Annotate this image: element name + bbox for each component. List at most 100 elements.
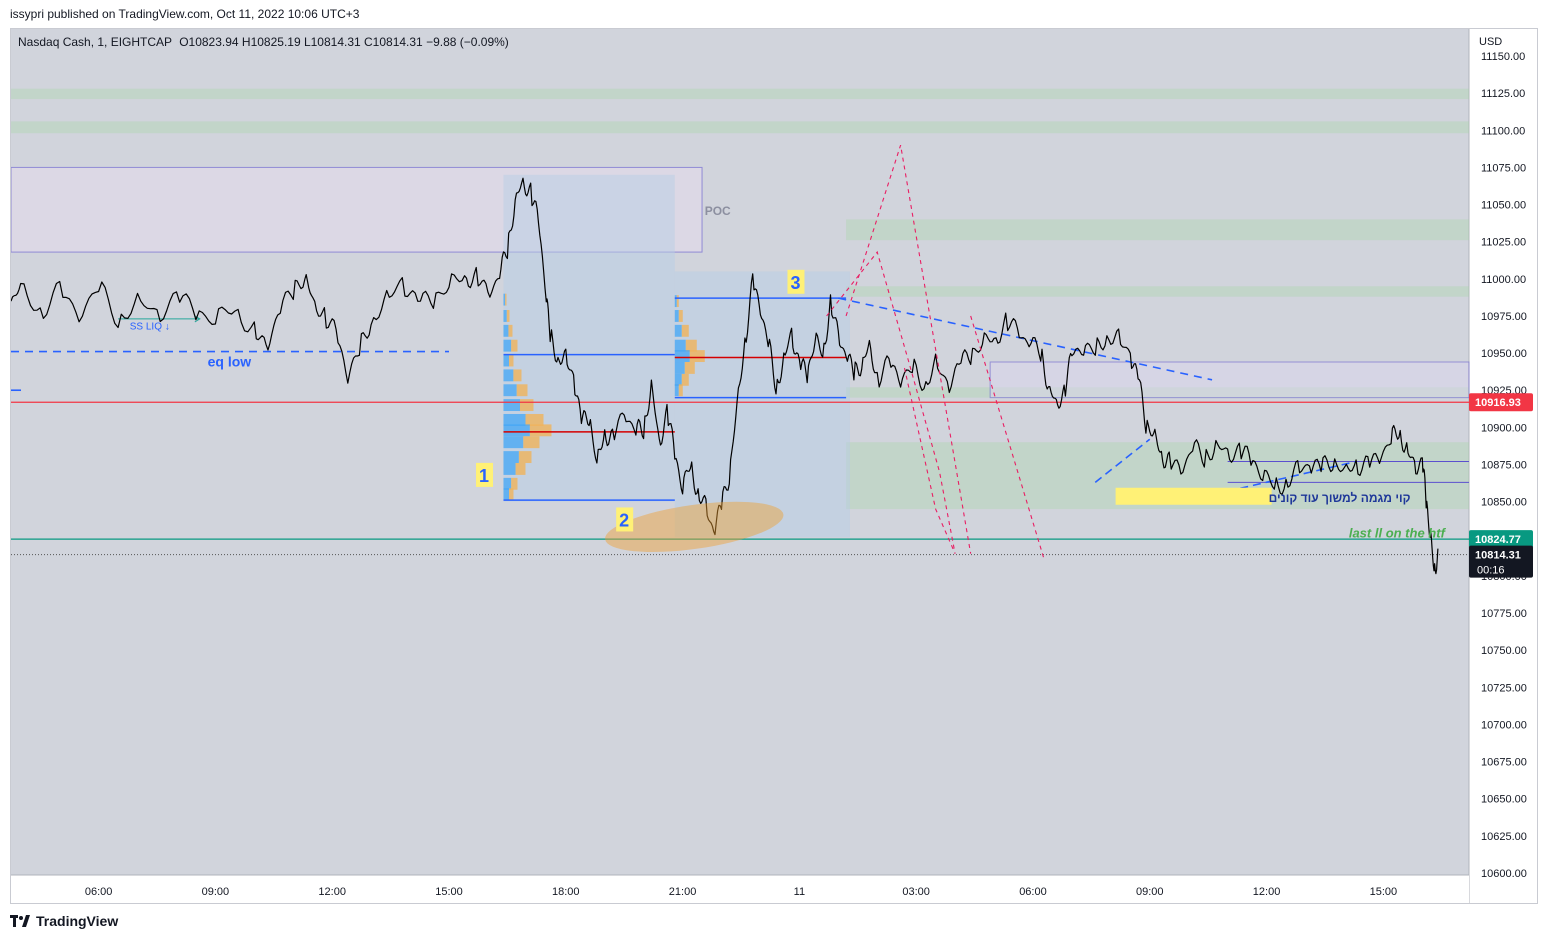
volume-profile-bar xyxy=(674,350,690,363)
poc-label: POC xyxy=(705,204,731,218)
marker-2-label: 2 xyxy=(619,510,629,530)
sweep-highlight xyxy=(605,501,784,553)
volume-profile-bar xyxy=(503,384,517,397)
tradingview-logo-icon xyxy=(10,915,30,927)
volume-profile-bar xyxy=(674,339,686,352)
y-tick-label: 10725.00 xyxy=(1481,682,1527,694)
y-tick-label: 10775.00 xyxy=(1481,608,1527,620)
volume-profile-bar xyxy=(674,324,682,337)
y-tick-label: 10850.00 xyxy=(1481,497,1527,509)
key-level-tag-label: 10916.93 xyxy=(1475,397,1521,409)
y-tick-label: 11125.00 xyxy=(1481,88,1525,100)
chart-frame[interactable]: POC eq low SS LIQ ↓ last ll on the htf קוי מ… xyxy=(10,28,1538,904)
volume-profile-bar xyxy=(518,451,532,464)
y-tick-label: 10875.00 xyxy=(1481,460,1527,472)
volume-profile-bar xyxy=(676,295,679,308)
descending-trendline xyxy=(838,297,1213,381)
volume-profile-bar xyxy=(674,310,679,322)
marker-3-background xyxy=(787,269,805,294)
volume-profile-bar xyxy=(689,350,705,363)
price-chart[interactable]: POC eq low SS LIQ ↓ last ll on the htf קוי מ… xyxy=(11,29,1538,904)
top-bar: issypri published on TradingView.com, Oc… xyxy=(0,0,1548,28)
y-tick-label: 11050.00 xyxy=(1481,200,1526,212)
volume-profile-bar xyxy=(519,399,534,412)
liquidity-zone xyxy=(846,286,1469,297)
y-tick-label: 11025.00 xyxy=(1481,237,1526,249)
volume-profile-bar xyxy=(508,488,514,501)
x-tick-label: 15:00 xyxy=(1370,886,1398,898)
y-tick-label: 11000.00 xyxy=(1481,274,1526,286)
volume-profile-bar xyxy=(503,399,520,412)
last-ll-label: last ll on the htf xyxy=(1349,525,1447,540)
y-tick-label: 11100.00 xyxy=(1481,125,1525,137)
volume-profile-bar xyxy=(506,310,510,322)
footer-brand[interactable]: TradingView xyxy=(36,913,119,929)
y-tick-label: 10675.00 xyxy=(1481,757,1527,769)
volume-profile-bar xyxy=(511,339,518,352)
x-tick-label: 12:00 xyxy=(318,886,346,898)
published-caption: issypri published on TradingView.com, Oc… xyxy=(10,7,360,21)
volume-profile-bar xyxy=(674,373,682,386)
volume-profile-bar xyxy=(503,477,512,490)
volume-profile-bar xyxy=(529,424,552,437)
volume-profile-bar xyxy=(516,384,528,397)
x-tick-label: 03:00 xyxy=(902,886,930,898)
x-tick-label: 06:00 xyxy=(1019,886,1047,898)
volume-profile-bar xyxy=(505,293,507,306)
last-price-tag-background xyxy=(1469,545,1533,578)
projection-path-1 xyxy=(845,144,972,554)
marker-2-background xyxy=(616,507,634,532)
currency-label: USD xyxy=(1479,36,1502,48)
volume-profile-bar xyxy=(508,354,514,367)
htf-level-tag-label: 10824.77 xyxy=(1475,534,1521,546)
x-tick-label: 15:00 xyxy=(435,886,463,898)
htf-level-tag-background xyxy=(1469,530,1533,549)
y-tick-label: 11150.00 xyxy=(1481,51,1525,63)
symbol-legend[interactable]: Nasdaq Cash, 1, EIGHTCAP O10823.94 H1082… xyxy=(18,35,509,49)
price-axis-background xyxy=(1469,29,1537,903)
volume-profile-bar xyxy=(674,362,685,374)
projection-path-3 xyxy=(970,315,1046,562)
volume-profile-bar xyxy=(503,424,530,437)
volume-profile-bar xyxy=(515,463,526,475)
volume-profile-bar xyxy=(681,324,689,337)
y-tick-label: 10625.00 xyxy=(1481,831,1527,843)
hebrew-note-label: קוי מגמה למשוך עוד קונים xyxy=(1269,491,1411,505)
y-tick-label: 10750.00 xyxy=(1481,645,1527,657)
liquidity-zone xyxy=(11,88,1469,100)
y-tick-label: 10950.00 xyxy=(1481,348,1527,360)
liquidity-zone xyxy=(846,219,1469,241)
volume-profile-bar xyxy=(684,362,695,374)
volume-profile-bar xyxy=(511,477,518,490)
x-tick-label: 12:00 xyxy=(1253,886,1281,898)
x-tick-label: 21:00 xyxy=(669,886,697,898)
volume-profile-bar xyxy=(685,339,697,352)
symbol-name: Nasdaq Cash, 1, EIGHTCAP xyxy=(18,35,172,49)
ss-liq-label: SS LIQ ↓ xyxy=(130,321,170,332)
y-tick-label: 10975.00 xyxy=(1481,311,1527,323)
volume-profile-bar xyxy=(503,293,506,306)
volume-profile-bar xyxy=(503,436,524,449)
volume-profile-bar xyxy=(503,310,507,322)
marker-1-background xyxy=(476,462,494,487)
volume-profile-bar xyxy=(503,451,519,464)
volume-profile-bar xyxy=(674,384,679,397)
projection-path-2b xyxy=(903,367,956,554)
liquidity-zone xyxy=(11,121,1469,134)
y-tick-label: 10700.00 xyxy=(1481,719,1527,731)
marker-3-label: 3 xyxy=(790,273,800,293)
volume-profile-bar xyxy=(513,369,522,382)
x-tick-label: 18:00 xyxy=(552,886,580,898)
volume-profile-bar xyxy=(503,369,514,382)
volume-profile-bar xyxy=(503,354,509,367)
y-tick-label: 10650.00 xyxy=(1481,794,1527,806)
key-level-tag-background xyxy=(1469,393,1533,412)
volume-profile-bar xyxy=(503,413,526,426)
x-tick-label: 09:00 xyxy=(1136,886,1164,898)
x-tick-label: 11 xyxy=(794,886,805,898)
projection-path-2 xyxy=(826,250,956,554)
volume-profile-bar xyxy=(678,310,683,322)
eq-low-label: eq low xyxy=(208,353,252,369)
supply-box xyxy=(989,361,1470,399)
marker-1-label: 1 xyxy=(479,466,489,486)
